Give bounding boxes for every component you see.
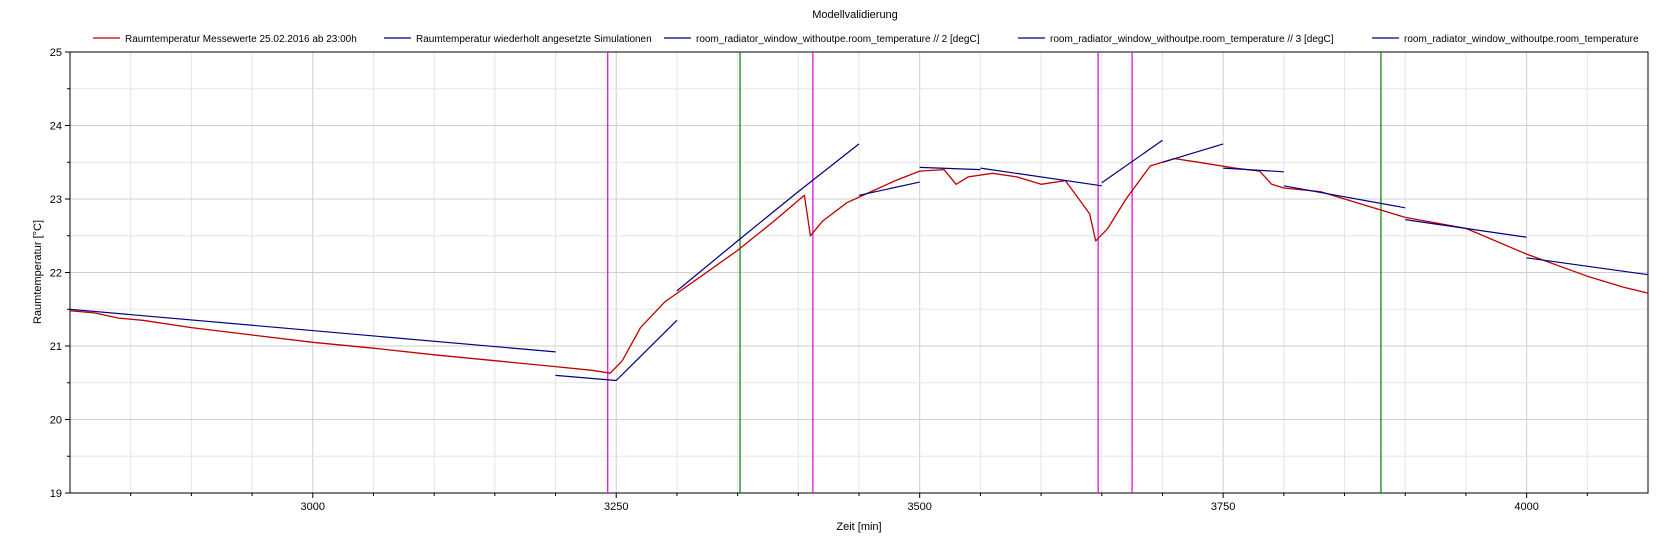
x-tick-label: 3250 [604,501,628,513]
grid [70,52,1648,493]
simulation-segment-line [555,319,678,382]
simulation-segment-line [1101,139,1163,184]
simulation-segment-line [1283,185,1406,209]
y-axis-label: Raumtemperatur [°C] [32,220,44,324]
y-tick-label: 21 [50,341,62,353]
series-group [69,139,1649,382]
simulation-segment-line [1223,167,1284,173]
x-axis-label: Zeit [min] [836,521,881,533]
y-tick-label: 19 [50,488,62,500]
simulation-segment-line [858,181,920,196]
x-axis: 3000 3250 3500 3750 4000 [130,493,1588,513]
legend: Raumtemperatur Messewerte 25.02.2016 ab … [93,34,1639,45]
y-tick-label: 22 [50,268,62,280]
legend-label: Raumtemperatur Messewerte 25.02.2016 ab … [125,34,357,45]
x-tick-label: 4000 [1514,501,1538,513]
simulation-segment-line [1526,257,1649,276]
legend-label: room_radiator_window_withoutpe.room_temp… [696,34,980,45]
y-tick-label: 24 [50,121,62,133]
y-axis: 19 20 21 22 23 24 25 [50,47,70,500]
y-tick-label: 23 [50,194,62,206]
vertical-markers [607,52,1382,493]
legend-label: Raumtemperatur wiederholt angesetzte Sim… [416,34,652,45]
measured-series-line [69,157,1649,374]
simulation-segment-line [919,166,981,171]
simulation-segment-line [676,143,860,292]
x-tick-label: 3750 [1211,501,1235,513]
simulation-segment-line [69,308,556,353]
legend-label: room_radiator_window_withoutpe.room_temp… [1050,34,1334,45]
simulation-segment-line [980,167,1102,187]
y-tick-label: 25 [50,47,62,59]
x-tick-label: 3000 [301,501,325,513]
simulation-segment-line [1405,219,1527,238]
y-tick-label: 20 [50,415,62,427]
x-tick-label: 3500 [907,501,931,513]
chart-title: Modellvalidierung [812,9,898,21]
legend-label: room_radiator_window_withoutpe.room_temp… [1404,34,1639,45]
simulation-segment-line [1162,143,1224,163]
